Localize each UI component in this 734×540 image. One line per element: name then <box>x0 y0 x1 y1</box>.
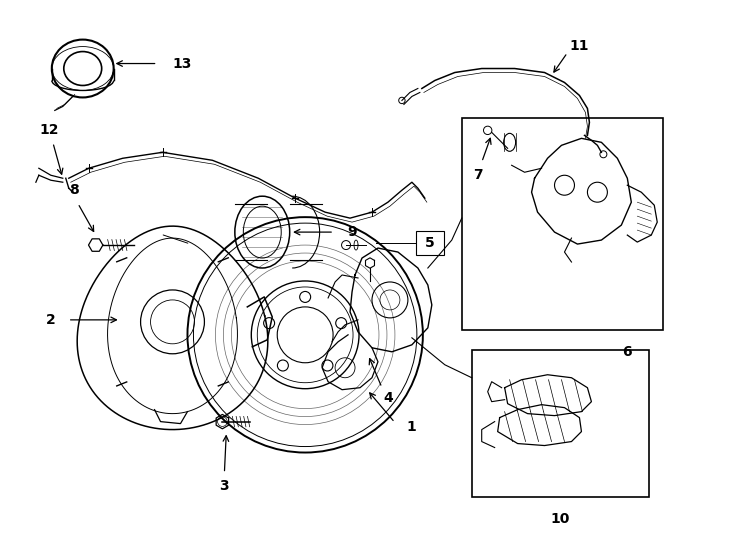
Text: 7: 7 <box>473 168 482 182</box>
Text: 12: 12 <box>39 123 59 137</box>
Text: 5: 5 <box>425 236 435 250</box>
Text: 4: 4 <box>383 390 393 404</box>
Text: 10: 10 <box>550 512 570 526</box>
Bar <box>472 350 650 497</box>
Text: 8: 8 <box>69 183 79 197</box>
Text: 9: 9 <box>347 225 357 239</box>
Text: 1: 1 <box>407 420 417 434</box>
Text: 11: 11 <box>570 38 589 52</box>
Text: 13: 13 <box>172 57 192 71</box>
Bar <box>462 118 664 330</box>
FancyArrowPatch shape <box>163 235 188 243</box>
Text: 3: 3 <box>219 480 229 494</box>
Bar <box>416 231 444 255</box>
Text: 6: 6 <box>622 345 632 359</box>
Text: 2: 2 <box>46 313 56 327</box>
